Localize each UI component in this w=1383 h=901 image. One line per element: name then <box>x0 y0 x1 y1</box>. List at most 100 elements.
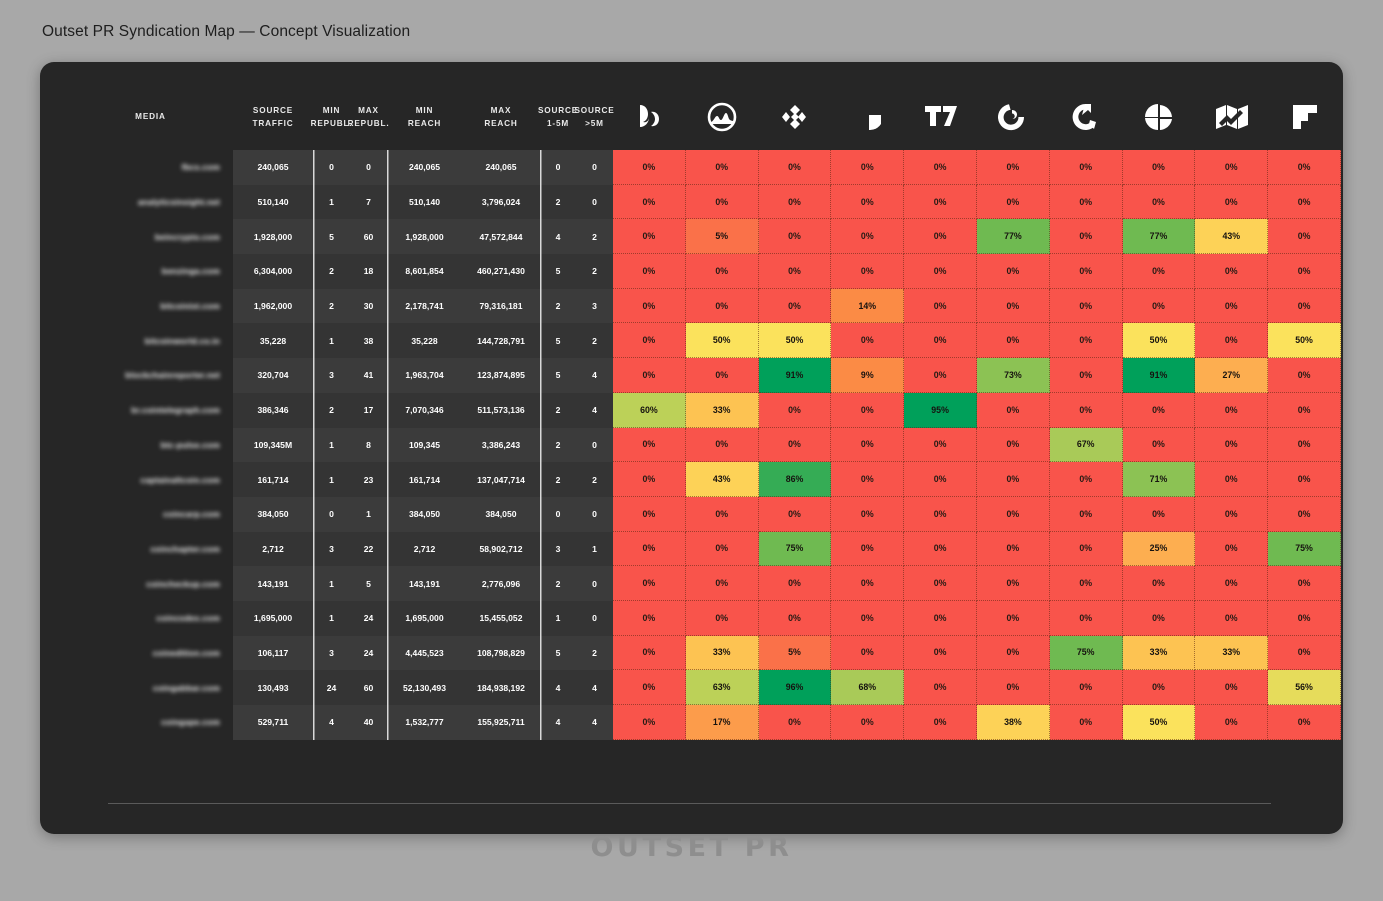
heatmap-cell[interactable]: 0% <box>1195 254 1269 289</box>
heatmap-cell[interactable]: 0% <box>613 705 686 740</box>
heatmap-cell[interactable]: 63% <box>685 670 759 705</box>
heatmap-cell[interactable]: 0% <box>1268 392 1341 428</box>
heatmap-cell[interactable]: 0% <box>904 150 977 185</box>
heatmap-cell[interactable]: 0% <box>1268 427 1341 463</box>
heatmap-cell[interactable]: 0% <box>1195 184 1269 220</box>
heatmap-cell[interactable]: 0% <box>685 288 759 324</box>
heatmap-cell[interactable]: 0% <box>685 600 759 636</box>
heatmap-cell[interactable]: 50% <box>685 323 759 359</box>
heatmap-cell[interactable]: 33% <box>685 392 759 428</box>
heatmap-cell[interactable]: 75% <box>1049 635 1123 671</box>
heatmap-cell[interactable]: 50% <box>1268 323 1341 359</box>
heatmap-cell[interactable]: 0% <box>904 566 977 601</box>
heatmap-cell[interactable]: 0% <box>1122 670 1196 705</box>
heatmap-cell[interactable]: 0% <box>976 150 1050 185</box>
heatmap-cell[interactable]: 0% <box>1049 184 1123 220</box>
heatmap-cell[interactable]: 0% <box>904 462 977 497</box>
heatmap-cell[interactable]: 0% <box>613 150 686 185</box>
heatmap-cell[interactable]: 0% <box>831 184 905 220</box>
heatmap-cell[interactable]: 0% <box>976 635 1050 671</box>
heatmap-cell[interactable]: 0% <box>758 184 832 220</box>
heatmap-cell[interactable]: 0% <box>904 496 977 532</box>
heatmap-cell[interactable]: 0% <box>976 462 1050 497</box>
heatmap-cell[interactable]: 0% <box>1195 392 1269 428</box>
heatmap-cell[interactable]: 0% <box>904 670 977 705</box>
column-header-col-1[interactable] <box>613 84 686 150</box>
heatmap-cell[interactable]: 0% <box>1195 462 1269 497</box>
heatmap-cell[interactable]: 0% <box>1195 323 1269 359</box>
heatmap-cell[interactable]: 0% <box>904 531 977 567</box>
heatmap-cell[interactable]: 0% <box>758 600 832 636</box>
heatmap-cell[interactable]: 38% <box>976 705 1050 740</box>
heatmap-cell[interactable]: 0% <box>613 358 686 393</box>
heatmap-cell[interactable]: 0% <box>613 566 686 601</box>
heatmap-cell[interactable]: 5% <box>685 219 759 255</box>
heatmap-cell[interactable]: 0% <box>831 254 905 289</box>
heatmap-cell[interactable]: 0% <box>758 496 832 532</box>
heatmap-cell[interactable]: 0% <box>613 184 686 220</box>
heatmap-cell[interactable]: 75% <box>758 531 832 567</box>
heatmap-cell[interactable]: 43% <box>1195 219 1269 255</box>
heatmap-cell[interactable]: 0% <box>613 219 686 255</box>
heatmap-cell[interactable]: 0% <box>613 670 686 705</box>
heatmap-cell[interactable]: 0% <box>904 219 977 255</box>
heatmap-cell[interactable]: 0% <box>685 427 759 463</box>
heatmap-cell[interactable]: 50% <box>1122 705 1196 740</box>
heatmap-cell[interactable]: 0% <box>976 496 1050 532</box>
heatmap-cell[interactable]: 0% <box>613 635 686 671</box>
heatmap-cell[interactable]: 0% <box>1122 600 1196 636</box>
heatmap-cell[interactable]: 0% <box>831 392 905 428</box>
heatmap-cell[interactable]: 0% <box>904 254 977 289</box>
heatmap-cell[interactable]: 0% <box>1122 254 1196 289</box>
heatmap-cell[interactable]: 91% <box>758 358 832 393</box>
heatmap-cell[interactable]: 77% <box>1122 219 1196 255</box>
heatmap-cell[interactable]: 33% <box>1195 635 1269 671</box>
heatmap-cell[interactable]: 0% <box>976 531 1050 567</box>
heatmap-cell[interactable]: 0% <box>976 566 1050 601</box>
heatmap-cell[interactable]: 0% <box>1049 254 1123 289</box>
heatmap-cell[interactable]: 77% <box>976 219 1050 255</box>
heatmap-cell[interactable]: 27% <box>1195 358 1269 393</box>
column-header-col-8[interactable] <box>1123 84 1196 150</box>
heatmap-cell[interactable]: 0% <box>1049 462 1123 497</box>
heatmap-cell[interactable]: 0% <box>1195 670 1269 705</box>
heatmap-cell[interactable]: 0% <box>1195 427 1269 463</box>
heatmap-cell[interactable]: 0% <box>904 358 977 393</box>
heatmap-cell[interactable]: 60% <box>613 392 686 428</box>
heatmap-cell[interactable]: 0% <box>904 705 977 740</box>
heatmap-cell[interactable]: 0% <box>831 705 905 740</box>
column-header-col-10[interactable] <box>1268 84 1341 150</box>
heatmap-cell[interactable]: 0% <box>1268 600 1341 636</box>
heatmap-cell[interactable]: 0% <box>904 635 977 671</box>
heatmap-cell[interactable]: 0% <box>1122 392 1196 428</box>
column-header-col-9[interactable] <box>1195 84 1268 150</box>
heatmap-cell[interactable]: 0% <box>1268 462 1341 497</box>
heatmap-cell[interactable]: 0% <box>685 358 759 393</box>
heatmap-cell[interactable]: 0% <box>904 288 977 324</box>
heatmap-cell[interactable]: 73% <box>976 358 1050 393</box>
heatmap-cell[interactable]: 0% <box>1268 184 1341 220</box>
heatmap-cell[interactable]: 0% <box>1049 670 1123 705</box>
column-header-col-5[interactable] <box>904 84 977 150</box>
heatmap-cell[interactable]: 0% <box>831 600 905 636</box>
heatmap-cell[interactable]: 0% <box>613 462 686 497</box>
heatmap-cell[interactable]: 0% <box>831 566 905 601</box>
heatmap-cell[interactable]: 0% <box>1049 150 1123 185</box>
heatmap-cell[interactable]: 0% <box>758 705 832 740</box>
heatmap-cell[interactable]: 0% <box>613 254 686 289</box>
column-header-col-6[interactable] <box>977 84 1050 150</box>
heatmap-cell[interactable]: 17% <box>685 705 759 740</box>
heatmap-cell[interactable]: 14% <box>831 288 905 324</box>
heatmap-cell[interactable]: 0% <box>1122 427 1196 463</box>
heatmap-cell[interactable]: 0% <box>1195 150 1269 185</box>
heatmap-cell[interactable]: 0% <box>1122 150 1196 185</box>
heatmap-cell[interactable]: 0% <box>685 496 759 532</box>
heatmap-cell[interactable]: 0% <box>613 427 686 463</box>
heatmap-cell[interactable]: 96% <box>758 670 832 705</box>
heatmap-cell[interactable]: 0% <box>1268 288 1341 324</box>
heatmap-cell[interactable]: 0% <box>976 254 1050 289</box>
heatmap-cell[interactable]: 0% <box>613 288 686 324</box>
heatmap-cell[interactable]: 0% <box>1268 635 1341 671</box>
heatmap-cell[interactable]: 0% <box>1049 566 1123 601</box>
heatmap-cell[interactable]: 0% <box>613 496 686 532</box>
